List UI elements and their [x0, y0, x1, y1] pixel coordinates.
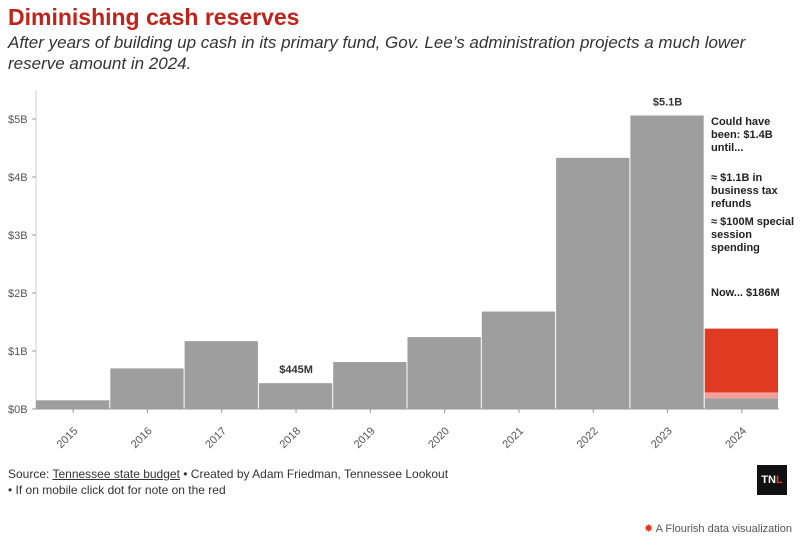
- bar-chart: $0B $1B $2B $3B $4B $5B 2015 2016 2017 2018 2019 20…: [8, 90, 779, 451]
- y-tick-label: $5B: [8, 114, 28, 126]
- x-tick-label: 2023: [649, 425, 675, 451]
- x-tick-label: 2019: [352, 425, 378, 451]
- footer: Source: Tennessee state budget • Created…: [8, 466, 448, 498]
- bar-2015: [36, 400, 110, 409]
- bar-2019: [333, 362, 407, 409]
- x-tick-label: 2018: [278, 425, 304, 451]
- annotation-refunds: ≈ $1.1B in business tax refunds: [711, 172, 778, 210]
- bar-2016: [110, 368, 184, 409]
- x-tick-label: 2020: [426, 425, 452, 451]
- y-tick-label: $3B: [8, 230, 28, 242]
- data-label-2023: $5.1B: [653, 97, 682, 109]
- chart-subtitle: After years of building up cash in its p…: [8, 33, 746, 73]
- flourish-label: A Flourish data visualization: [655, 523, 792, 535]
- y-tick-label: $0B: [8, 404, 28, 416]
- annotation-now: Now... $186M: [711, 287, 780, 299]
- bar-2024-segment-1: [704, 392, 778, 399]
- source-prefix: Source:: [8, 467, 53, 481]
- source-link[interactable]: Tennessee state budget: [52, 467, 180, 481]
- flourish-icon: ✸: [643, 523, 654, 535]
- annotation-special-session: ≈ $100M special session spending: [711, 216, 795, 254]
- tnl-logo: TN L: [757, 465, 787, 495]
- x-tick-label: 2022: [575, 425, 601, 451]
- x-tick-label: 2024: [723, 425, 749, 451]
- x-tick-label: 2015: [55, 425, 81, 451]
- y-tick-label: $2B: [8, 288, 28, 300]
- bar-2021: [481, 311, 556, 409]
- flourish-credit[interactable]: ✸ A Flourish data visualization: [644, 522, 792, 535]
- bar-2020: [407, 337, 481, 409]
- data-label-2018: $445M: [279, 364, 313, 376]
- x-tick-label: 2017: [203, 425, 229, 451]
- footer-source-line: Source: Tennessee state budget • Created…: [8, 466, 448, 482]
- y-tick-label: $4B: [8, 172, 28, 184]
- bar-2023: [630, 115, 704, 410]
- annotation-could-have-been: Could have been: $1.4B until...: [711, 116, 773, 154]
- bar-2024-segment-2: [704, 328, 778, 393]
- y-tick-label: $1B: [8, 346, 28, 358]
- bar-2024-segment-0: [704, 398, 778, 409]
- mobile-note: • If on mobile click dot for note on the…: [8, 483, 226, 497]
- x-tick-label: 2021: [500, 425, 526, 451]
- bar-2022: [556, 157, 630, 409]
- bar-2017: [184, 341, 258, 409]
- x-tick-label: 2016: [129, 425, 155, 451]
- chart-title: Diminishing cash reserves: [8, 4, 300, 30]
- bar-2018: [258, 383, 333, 409]
- credit-text: • Created by Adam Friedman, Tennessee Lo…: [179, 467, 449, 481]
